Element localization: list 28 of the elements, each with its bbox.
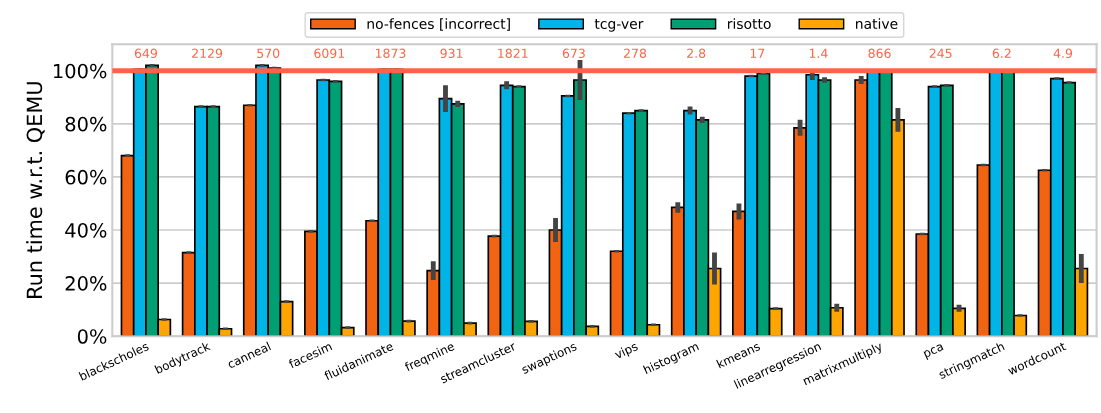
y-tick-label: 100% (53, 63, 107, 79)
annotation: 278 (624, 48, 647, 59)
y-tick-label: 80% (65, 116, 107, 132)
legend-label: tcg-ver (594, 19, 644, 32)
annotation: 6.2 (992, 48, 1011, 59)
y-axis-title: Run time w.r.t. QEMU (26, 82, 45, 298)
annotation: 1.4 (809, 48, 828, 58)
legend-label: no-fences [incorrect] (367, 18, 510, 31)
annotation: 931 (440, 48, 463, 59)
y-tick-label: 20% (65, 276, 107, 291)
annotation: 2129 (192, 48, 223, 59)
annotation: 673 (562, 48, 585, 59)
annotation: 6091 (314, 48, 345, 59)
y-tick-label: 60% (65, 169, 107, 185)
annotation: 1873 (375, 48, 406, 59)
y-tick-label: 40% (65, 222, 107, 238)
annotation: 1821 (498, 48, 528, 59)
legend-label: risotto (728, 18, 771, 29)
annotation: 2.8 (687, 48, 706, 59)
annotation: 570 (257, 48, 280, 59)
annotation: 245 (929, 48, 952, 59)
annotation: 649 (134, 48, 157, 59)
annotation: 17 (750, 48, 765, 58)
x-tick-label: vips (613, 341, 640, 362)
legend-label: native (856, 18, 898, 29)
annotation: 866 (868, 48, 891, 59)
y-tick-label: 0% (77, 329, 107, 344)
annotation: 4.9 (1053, 48, 1073, 59)
